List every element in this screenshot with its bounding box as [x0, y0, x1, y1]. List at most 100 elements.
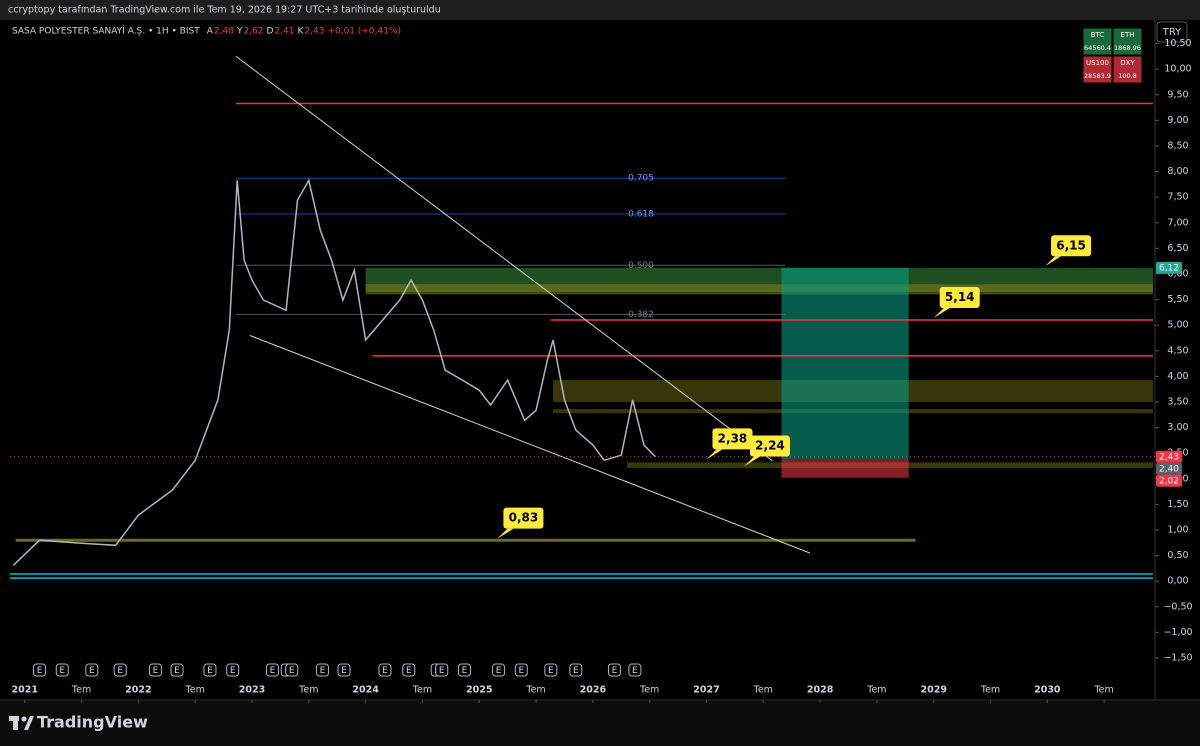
x-tick-label: Tem	[185, 685, 205, 696]
y-tick-label: 6,00	[1167, 268, 1188, 279]
y-tick-label: −0,50	[1163, 601, 1192, 612]
event-marker	[148, 663, 162, 677]
y-tick-label: 7,50	[1167, 192, 1188, 203]
event-label: E	[270, 666, 276, 676]
event-marker	[285, 663, 299, 677]
ticker-symbol: ETH	[1121, 31, 1135, 39]
event-label: E	[382, 666, 388, 676]
y-tick-label: 0,50	[1167, 550, 1188, 561]
price-tag	[1156, 474, 1182, 487]
callout-label: 0,83	[509, 511, 539, 525]
x-tick-label: Tem	[753, 685, 773, 696]
callout-box	[503, 507, 544, 529]
ohlc-key: K	[297, 27, 304, 37]
y-tick-label: 5,50	[1167, 294, 1188, 305]
event-marker	[378, 663, 392, 677]
event-label: E	[612, 666, 618, 676]
y-tick-label: 8,00	[1167, 166, 1188, 177]
event-marker	[457, 663, 471, 677]
ohlc-value: 2,62	[243, 27, 263, 37]
x-tick-label: Tem	[298, 685, 318, 696]
event-label: E	[37, 666, 43, 676]
event-label: E	[496, 666, 502, 676]
y-tick-label: 4,00	[1167, 371, 1188, 382]
zone	[365, 284, 1153, 295]
y-tick-label: 10,00	[1164, 64, 1191, 75]
x-tick-label: Tem	[71, 685, 91, 696]
callout-box	[1051, 235, 1092, 257]
position-target	[781, 267, 909, 460]
ticker-symbol: DXY	[1120, 59, 1135, 67]
event-marker	[265, 663, 279, 677]
event-label: E	[320, 666, 326, 676]
ohlc-value: 2,48	[214, 27, 234, 37]
trendline	[249, 334, 811, 554]
currency-label: TRY	[1162, 27, 1182, 38]
callout-box	[749, 435, 790, 457]
event-marker	[85, 663, 99, 677]
x-tick-label: 2022	[125, 685, 151, 696]
symbol: SASA POLYESTER SANAYİ A.Ş. • 1H • BIST	[12, 26, 200, 37]
event-marker	[315, 663, 329, 677]
fib-label: 0.382	[628, 310, 654, 320]
event-label: E	[59, 666, 65, 676]
brand: TradingView	[37, 713, 148, 732]
ticker-cell	[1112, 55, 1143, 84]
footer-bar	[0, 701, 1200, 746]
y-tick-label: 1,00	[1167, 524, 1188, 535]
ticker-symbol: US100	[1086, 59, 1109, 67]
event-label: E	[548, 666, 554, 676]
fib-label: 0.500	[628, 261, 654, 271]
event-marker	[402, 663, 416, 677]
y-tick-label: 3,50	[1167, 396, 1188, 407]
ticker-symbol: BTC	[1091, 31, 1105, 39]
price-tag-label: 2,40	[1159, 464, 1179, 474]
y-tick-label: 9,00	[1167, 115, 1188, 126]
event-marker	[113, 663, 127, 677]
x-tick-label: 2025	[466, 685, 492, 696]
callout-label: 5,14	[945, 290, 975, 304]
callout-box	[712, 428, 753, 450]
ticker-price: 64560.4	[1084, 44, 1111, 52]
event-marker	[170, 663, 184, 677]
trendline	[235, 55, 773, 462]
price-line	[12, 178, 656, 566]
event-label: E	[406, 666, 412, 676]
price-tag-label: 6,12	[1159, 263, 1179, 273]
event-marker	[492, 663, 506, 677]
logo	[9, 716, 34, 730]
change: +0,01 (+0,41%)	[327, 27, 401, 37]
ohlc-key: A	[207, 27, 214, 37]
event-label: E	[153, 666, 159, 676]
callout-pointer	[706, 449, 723, 460]
y-tick-label: −1,50	[1163, 652, 1192, 663]
price-tag-label: 2,43	[1159, 452, 1179, 462]
event-marker	[514, 663, 528, 677]
ticker-price: 28583.9	[1084, 72, 1111, 80]
event-label: E	[439, 666, 445, 676]
event-label: E	[174, 666, 180, 676]
event-marker	[55, 663, 69, 677]
y-tick-label: 1,50	[1167, 499, 1188, 510]
event-label: E	[89, 666, 95, 676]
header-bar	[0, 0, 1200, 20]
x-tick-label: Tem	[866, 685, 886, 696]
ohlc-value: 2,41	[274, 27, 294, 37]
event-marker	[203, 663, 217, 677]
event-marker	[628, 663, 642, 677]
currency-button[interactable]	[1156, 21, 1188, 43]
plot: 0.705 0.618 0.500 0.382	[10, 55, 1155, 579]
x-tick-label: 2027	[693, 685, 719, 696]
x-tick-label: 2029	[920, 685, 946, 696]
ticker-price: 1868.96	[1114, 44, 1141, 52]
event-marker	[337, 663, 351, 677]
y-tick-label: 5,00	[1167, 320, 1188, 331]
callout-pointer	[743, 456, 760, 467]
callout-label: 6,15	[1056, 238, 1086, 252]
event-marker	[435, 663, 449, 677]
event-label: E	[518, 666, 524, 676]
y-tick-label: 0,00	[1167, 576, 1188, 587]
fib-label: 0.705	[628, 174, 654, 184]
